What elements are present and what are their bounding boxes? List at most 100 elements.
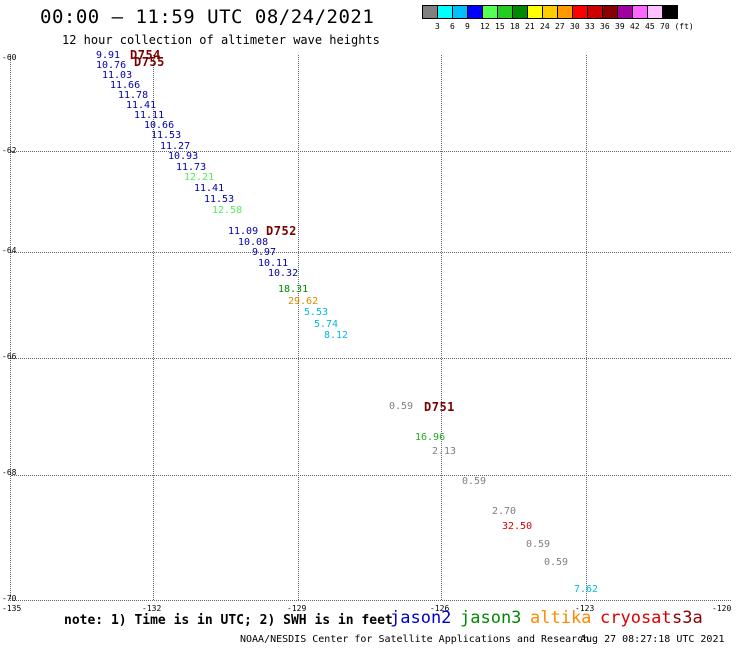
color-swatch bbox=[497, 5, 513, 19]
wave-height-value: 29.62 bbox=[288, 296, 319, 307]
legend-entry: altika bbox=[530, 608, 592, 628]
wave-height-value: 9.91 bbox=[96, 50, 121, 61]
color-scale-label: 30 bbox=[570, 22, 580, 31]
longitude-label: -135 bbox=[2, 604, 22, 613]
wave-height-value: 11.53 bbox=[151, 130, 182, 141]
wave-height-value: 10.76 bbox=[96, 60, 127, 71]
pass-label: D751 bbox=[424, 400, 455, 414]
legend-entry: s3a bbox=[672, 608, 703, 628]
color-scale-label: 9 bbox=[465, 22, 470, 31]
map-plot-area bbox=[10, 55, 731, 601]
wave-height-value: 11.11 bbox=[134, 110, 165, 121]
longitude-gridline bbox=[153, 55, 154, 600]
wave-height-value: 10.66 bbox=[144, 120, 175, 131]
color-swatch bbox=[527, 5, 543, 19]
color-swatch bbox=[602, 5, 618, 19]
longitude-label: -132 bbox=[142, 604, 162, 613]
color-swatch bbox=[467, 5, 483, 19]
color-scale-bar bbox=[422, 5, 678, 19]
latitude-label: -66 bbox=[2, 352, 17, 361]
wave-height-value: 16.96 bbox=[415, 432, 446, 443]
wave-height-value: 11.41 bbox=[194, 183, 225, 194]
wave-height-value: 11.09 bbox=[228, 226, 259, 237]
wave-height-value: 2.13 bbox=[432, 446, 457, 457]
map-subtitle: 12 hour collection of altimeter wave hei… bbox=[62, 33, 380, 47]
color-scale-label: 3 bbox=[435, 22, 440, 31]
color-swatch bbox=[422, 5, 438, 19]
wave-height-value: 10.11 bbox=[258, 258, 289, 269]
color-scale-label: 21 bbox=[525, 22, 535, 31]
color-scale-label: 33 bbox=[585, 22, 595, 31]
latitude-gridline bbox=[11, 252, 731, 253]
note-text: note: 1) Time is in UTC; 2) SWH is in fe… bbox=[64, 613, 393, 628]
color-swatch bbox=[512, 5, 528, 19]
longitude-gridline bbox=[441, 55, 442, 600]
latitude-gridline bbox=[11, 151, 731, 152]
latitude-label: -70 bbox=[2, 594, 17, 603]
pass-label: D755 bbox=[134, 55, 165, 69]
credit-text: NOAA/NESDIS Center for Satellite Applica… bbox=[240, 634, 590, 645]
wave-height-value: 18.31 bbox=[278, 284, 309, 295]
color-swatch bbox=[662, 5, 678, 19]
wave-height-value: 11.03 bbox=[102, 70, 133, 81]
wave-height-value: 2.70 bbox=[492, 506, 517, 517]
color-swatch bbox=[542, 5, 558, 19]
latitude-gridline bbox=[11, 358, 731, 359]
wave-height-value: 11.27 bbox=[160, 141, 191, 152]
map-title: 00:00 – 11:59 UTC 08/24/2021 bbox=[40, 6, 375, 28]
longitude-label: -129 bbox=[287, 604, 307, 613]
color-swatch bbox=[587, 5, 603, 19]
wave-height-value: 8.12 bbox=[324, 330, 349, 341]
wave-height-value: 11.73 bbox=[176, 162, 207, 173]
latitude-label: -62 bbox=[2, 146, 17, 155]
wave-height-value: 11.66 bbox=[110, 80, 141, 91]
wave-height-value: 7.62 bbox=[574, 584, 599, 595]
color-scale-label: 15 bbox=[495, 22, 505, 31]
color-swatch bbox=[632, 5, 648, 19]
wave-height-value: 5.74 bbox=[314, 319, 339, 330]
latitude-label: -64 bbox=[2, 246, 17, 255]
wave-height-value: 32.50 bbox=[502, 521, 533, 532]
wave-height-value: 5.53 bbox=[304, 307, 329, 318]
wave-height-value: 0.59 bbox=[389, 401, 414, 412]
wave-height-value: 11.53 bbox=[204, 194, 235, 205]
longitude-label: -126 bbox=[430, 604, 450, 613]
pass-label: D752 bbox=[266, 224, 297, 238]
wave-height-value: 12.21 bbox=[184, 172, 215, 183]
color-scale-label: 70 (ft) bbox=[660, 22, 694, 31]
color-swatch bbox=[437, 5, 453, 19]
color-swatch bbox=[647, 5, 663, 19]
latitude-label: -68 bbox=[2, 468, 17, 477]
color-scale-label: 39 bbox=[615, 22, 625, 31]
legend-entry: jason2 bbox=[390, 608, 452, 628]
wave-height-value: 11.78 bbox=[118, 90, 149, 101]
wave-height-value: 0.59 bbox=[544, 557, 569, 568]
wave-height-value: 10.32 bbox=[268, 268, 299, 279]
color-swatch bbox=[617, 5, 633, 19]
longitude-label: -123 bbox=[575, 604, 595, 613]
color-swatch bbox=[482, 5, 498, 19]
color-scale-label: 27 bbox=[555, 22, 565, 31]
color-scale-label: 24 bbox=[540, 22, 550, 31]
latitude-label: -60 bbox=[2, 53, 17, 62]
wave-height-value: 9.97 bbox=[252, 247, 277, 258]
color-scale-label: 18 bbox=[510, 22, 520, 31]
timestamp-text: Aug 27 08:27:18 UTC 2021 bbox=[580, 634, 725, 645]
longitude-label: -120 bbox=[712, 604, 732, 613]
color-scale-label: 42 bbox=[630, 22, 640, 31]
legend-entry: cryosat bbox=[600, 608, 672, 628]
wave-height-value: 10.93 bbox=[168, 151, 199, 162]
wave-height-value: 0.59 bbox=[462, 476, 487, 487]
longitude-gridline bbox=[298, 55, 299, 600]
legend-entry: jason3 bbox=[460, 608, 522, 628]
pass-label: D754 bbox=[130, 48, 161, 62]
color-scale-labels: 3 6 9 12 15 18 21 24 27 30 33 36 39 42 45 70 (ft) bbox=[422, 22, 740, 34]
color-swatch bbox=[572, 5, 588, 19]
color-swatch bbox=[557, 5, 573, 19]
wave-height-value: 0.59 bbox=[526, 539, 551, 550]
longitude-gridline bbox=[586, 55, 587, 600]
wave-height-value: 11.41 bbox=[126, 100, 157, 111]
color-scale-label: 6 bbox=[450, 22, 455, 31]
color-scale-label: 12 bbox=[480, 22, 490, 31]
wave-height-value: 10.08 bbox=[238, 237, 269, 248]
